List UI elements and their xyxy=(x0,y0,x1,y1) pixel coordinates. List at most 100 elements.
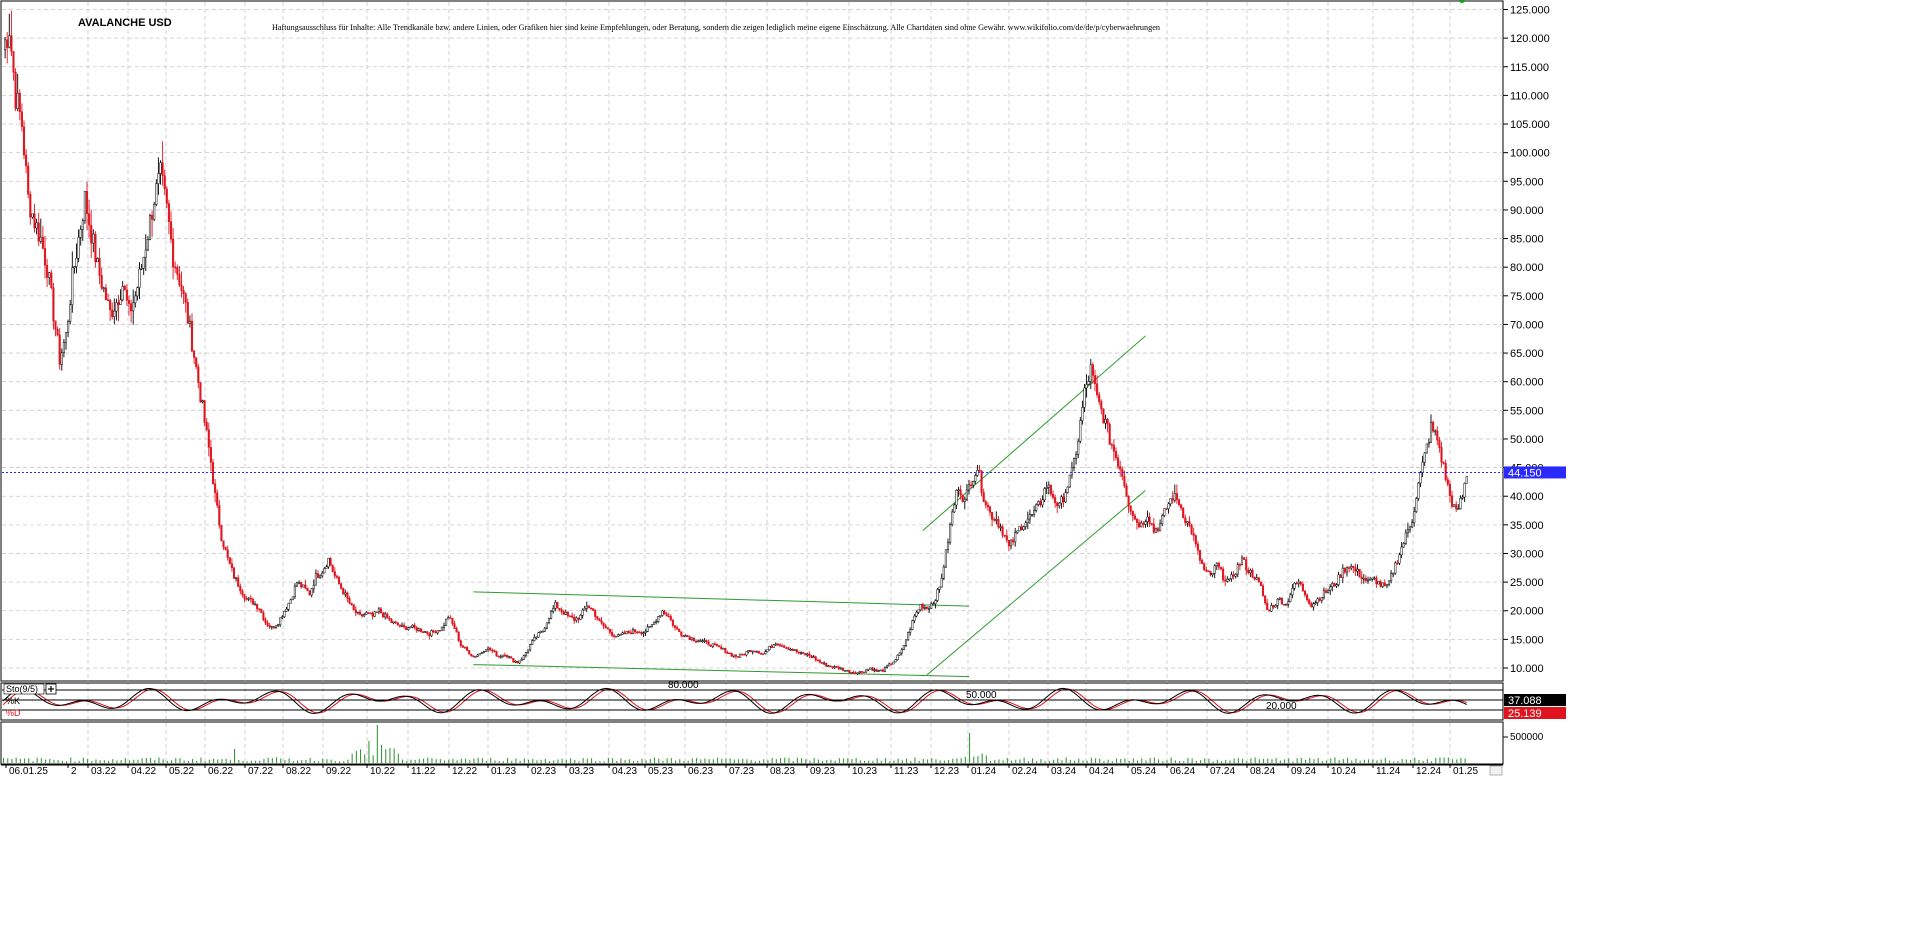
candle-body xyxy=(1354,567,1357,572)
candle-body xyxy=(1198,550,1202,561)
volume-bar xyxy=(943,760,945,763)
candle-body xyxy=(686,635,689,637)
candle-body xyxy=(791,648,794,651)
candle-body xyxy=(858,671,861,673)
candle-body xyxy=(867,668,870,671)
x-tick-label: 11.24 xyxy=(1376,766,1401,776)
candle-body xyxy=(898,652,901,656)
candle-body xyxy=(407,627,410,630)
volume-bar xyxy=(570,758,572,763)
candle-body xyxy=(919,603,922,610)
candle-body xyxy=(606,627,609,630)
y-tick-label: 35.000 xyxy=(1510,520,1544,532)
volume-bar xyxy=(490,757,492,763)
volume-bar xyxy=(1452,759,1454,763)
candle-body xyxy=(1140,522,1143,528)
candle-body xyxy=(4,39,7,51)
candle-body xyxy=(35,222,38,229)
volume-bar xyxy=(952,758,954,763)
volume-bar xyxy=(1057,758,1059,763)
volume-bar xyxy=(582,758,584,763)
candle-body xyxy=(1247,569,1250,574)
volume-bar xyxy=(851,759,853,763)
candle-body xyxy=(1127,496,1130,507)
stoch-label-box xyxy=(3,683,45,695)
candle-body xyxy=(984,501,987,506)
candle-body xyxy=(111,309,114,317)
candle-body xyxy=(1039,501,1042,506)
candle-body xyxy=(850,672,853,674)
candle-body xyxy=(518,660,521,664)
candle-body xyxy=(321,572,324,577)
volume-bar xyxy=(628,759,630,763)
volume-bar xyxy=(414,759,416,763)
volume-bar xyxy=(435,759,437,763)
y-tick-label: 15.000 xyxy=(1510,634,1544,646)
candle-body xyxy=(1360,576,1363,579)
candle-body xyxy=(264,619,267,624)
candle-body xyxy=(610,632,614,636)
candle-body xyxy=(235,577,238,580)
candle-body xyxy=(1146,516,1149,522)
candle-body xyxy=(466,647,469,651)
candle-body xyxy=(127,300,131,304)
price-panel xyxy=(0,0,1504,682)
candle-body xyxy=(394,621,397,624)
volume-bar xyxy=(687,760,689,763)
candle-body xyxy=(900,649,903,654)
volume-bar xyxy=(1065,757,1067,763)
candle-body xyxy=(354,609,357,614)
volume-bar xyxy=(725,758,727,763)
candle-body xyxy=(163,175,166,190)
volume-bar xyxy=(817,759,819,763)
candle-body xyxy=(361,614,364,617)
candle-body xyxy=(554,601,557,609)
volume-bar xyxy=(927,759,929,763)
volume-bar xyxy=(515,758,517,763)
candle-body xyxy=(119,299,122,305)
x-tick-label: 03.24 xyxy=(1051,766,1076,776)
volume-bar xyxy=(897,758,899,763)
candle-body xyxy=(1125,485,1128,497)
candle-body xyxy=(894,659,897,663)
candle-body xyxy=(762,653,765,655)
candle-body xyxy=(793,649,796,651)
candle-body xyxy=(1207,570,1210,572)
candle-body xyxy=(188,320,191,324)
candle-body xyxy=(12,51,15,73)
volume-bar xyxy=(1082,760,1084,763)
candle-body xyxy=(455,628,458,633)
x-tick-label: 04.23 xyxy=(612,766,637,776)
volume-bar xyxy=(788,757,790,763)
candle-body xyxy=(169,221,173,240)
candle-body xyxy=(1070,466,1073,476)
candle-body xyxy=(747,649,750,652)
candle-body xyxy=(67,321,70,333)
volume-bar xyxy=(297,760,299,763)
volume-bar xyxy=(1296,758,1298,763)
volume-bar xyxy=(691,758,693,763)
stoch-expand-button[interactable] xyxy=(45,683,57,695)
volume-bar xyxy=(637,760,639,763)
candle-body xyxy=(1356,569,1359,572)
candle-body xyxy=(1045,486,1048,489)
volume-bar xyxy=(57,760,59,763)
scroll-handle[interactable] xyxy=(1489,765,1503,776)
candle-body xyxy=(533,637,536,641)
candle-body xyxy=(995,519,998,521)
candle-body xyxy=(268,625,271,628)
candle-body xyxy=(1119,466,1122,470)
candle-body xyxy=(6,39,9,48)
volume-bar xyxy=(607,757,609,763)
candle-body xyxy=(1333,583,1336,587)
volume-bar xyxy=(343,761,345,763)
volume-bar xyxy=(733,759,735,763)
candle-body xyxy=(636,631,639,634)
candle-body xyxy=(1312,603,1315,608)
candle-body xyxy=(134,295,137,304)
candle-body xyxy=(350,602,353,605)
volume-bar xyxy=(1338,760,1340,763)
candle-body xyxy=(1056,502,1059,507)
volume-bar xyxy=(738,759,740,763)
candle-body xyxy=(804,653,807,656)
